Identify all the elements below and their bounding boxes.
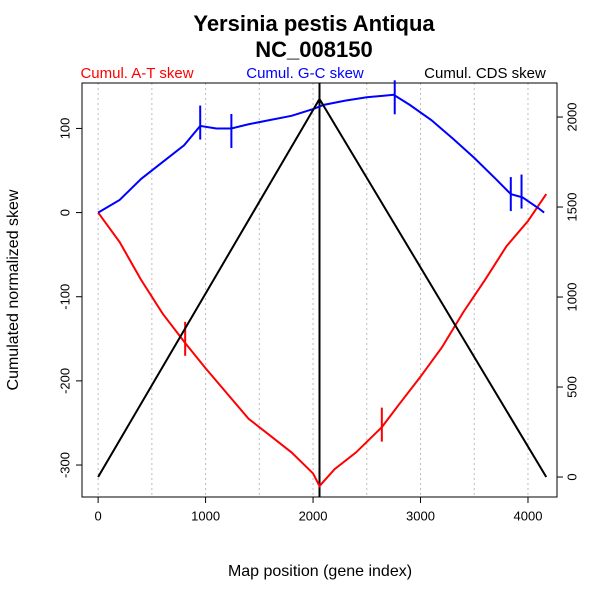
x-tick-label: 1000 xyxy=(191,508,220,523)
x-tick-label: 3000 xyxy=(406,508,435,523)
chart-subtitle: NC_008150 xyxy=(255,37,372,62)
x-tick-label: 2000 xyxy=(299,508,328,523)
series-line xyxy=(97,93,545,214)
y-tick-label: 0 xyxy=(57,209,72,216)
x-axis-title: Map position (gene index) xyxy=(228,563,412,580)
x-tick-label: 4000 xyxy=(514,508,543,523)
y-tick-label: 100 xyxy=(57,118,72,140)
y-tick-label: -200 xyxy=(57,368,72,394)
x-tick-label: 0 xyxy=(95,508,102,523)
y2-tick-label: 1000 xyxy=(564,283,579,312)
y2-tick-label: 500 xyxy=(564,376,579,398)
legend-label: Cumul. A-T skew xyxy=(80,65,193,82)
y-axis-title: Cumulated normalized skew xyxy=(5,189,22,390)
series-line xyxy=(97,97,548,478)
y2-tick-label: 2000 xyxy=(564,103,579,132)
y-tick-label: -100 xyxy=(57,284,72,310)
series-line xyxy=(97,193,548,488)
y-tick-label: -300 xyxy=(57,452,72,478)
chart-title: Yersinia pestis Antiqua xyxy=(193,11,435,36)
legend-label: Cumul. G-C skew xyxy=(246,65,364,82)
y2-tick-label: 1500 xyxy=(564,193,579,222)
legend-label: Cumul. CDS skew xyxy=(424,65,546,82)
y2-tick-label: 0 xyxy=(564,473,579,480)
